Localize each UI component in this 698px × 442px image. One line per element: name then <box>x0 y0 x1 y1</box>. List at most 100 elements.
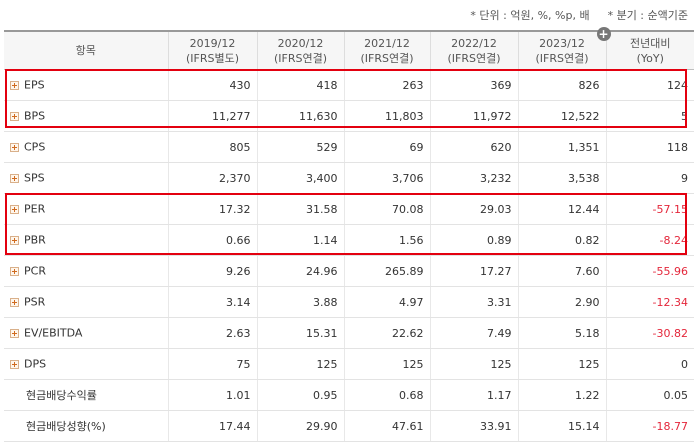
expand-plus-icon[interactable] <box>10 204 19 214</box>
yoy-cell: -8.24 <box>605 224 694 256</box>
value-cell: 125 <box>517 348 606 380</box>
value-cell: 9.26 <box>167 255 257 287</box>
yoy-cell: -30.82 <box>605 317 694 349</box>
row-label-text: DPS <box>24 357 47 371</box>
header-yoy: 전년대비 (YoY) <box>605 30 694 70</box>
value-cell: 11,972 <box>429 100 518 132</box>
row-label-text: PCR <box>24 264 46 278</box>
table-notes: * 단위 : 억원, %, %p, 배 * 분기 : 순액기준 <box>470 0 688 30</box>
value-cell: 4.97 <box>343 286 430 318</box>
value-cell: 0.95 <box>256 379 344 411</box>
value-cell: 125 <box>256 348 344 380</box>
value-cell: 7.49 <box>429 317 518 349</box>
expand-plus-icon[interactable] <box>10 173 19 183</box>
yoy-cell: -12.34 <box>605 286 694 318</box>
expand-plus-icon[interactable] <box>10 142 19 152</box>
value-cell: 5.18 <box>517 317 606 349</box>
yoy-cell: 0.05 <box>605 379 694 411</box>
add-column-icon[interactable]: + <box>596 26 611 41</box>
value-cell: 75 <box>167 348 257 380</box>
row-label[interactable]: DPS <box>4 348 168 380</box>
value-cell: 22.62 <box>343 317 430 349</box>
value-cell: 17.32 <box>167 193 257 225</box>
yoy-cell: -55.96 <box>605 255 694 287</box>
value-cell: 29.03 <box>429 193 518 225</box>
header-2023: 2023/12 (IFRS연결) + <box>517 26 611 70</box>
value-cell: 3.88 <box>256 286 344 318</box>
value-cell: 620 <box>429 131 518 163</box>
value-cell: 369 <box>429 69 518 101</box>
row-label-text: PER <box>24 202 46 216</box>
value-cell: 2.90 <box>517 286 606 318</box>
row-label-text: PSR <box>24 295 46 309</box>
table-row: PBR 0.66 1.14 1.56 0.89 0.82 -8.24 <box>4 224 694 256</box>
value-cell: 263 <box>343 69 430 101</box>
value-cell: 70.08 <box>343 193 430 225</box>
row-label[interactable]: PBR <box>4 224 168 256</box>
value-cell: 47.61 <box>343 410 430 442</box>
table-row: PSR 3.14 3.88 4.97 3.31 2.90 -12.34 <box>4 286 694 318</box>
row-label-text: BPS <box>24 109 46 123</box>
row-label[interactable]: CPS <box>4 131 168 163</box>
header-2020: 2020/12 (IFRS연결) <box>256 30 344 70</box>
row-label[interactable]: EV/EBITDA <box>4 317 168 349</box>
yoy-cell: -18.77 <box>605 410 694 442</box>
value-cell: 2,370 <box>167 162 257 194</box>
expand-plus-icon[interactable] <box>10 80 19 90</box>
value-cell: 69 <box>343 131 430 163</box>
value-cell: 31.58 <box>256 193 344 225</box>
row-label[interactable]: PSR <box>4 286 168 318</box>
yoy-cell: 5 <box>605 100 694 132</box>
expand-plus-icon[interactable] <box>10 111 19 121</box>
expand-plus-icon[interactable] <box>10 235 19 245</box>
value-cell: 265.89 <box>343 255 430 287</box>
table-row: EV/EBITDA 2.63 15.31 22.62 7.49 5.18 -30.82 <box>4 317 694 349</box>
unit-note: * 단위 : 억원, %, %p, 배 <box>470 9 590 22</box>
table-row: BPS 11,277 11,630 11,803 11,972 12,522 5 <box>4 100 694 132</box>
value-cell: 3.31 <box>429 286 518 318</box>
value-cell: 15.31 <box>256 317 344 349</box>
value-cell: 3,706 <box>343 162 430 194</box>
row-label[interactable]: SPS <box>4 162 168 194</box>
value-cell: 7.60 <box>517 255 606 287</box>
value-cell: 11,803 <box>343 100 430 132</box>
value-cell: 0.82 <box>517 224 606 256</box>
yoy-cell: 118 <box>605 131 694 163</box>
row-label-text: PBR <box>24 233 46 247</box>
financial-ratio-table: 항목 2019/12 (IFRS별도) 2020/12 (IFRS연결) 2021/… <box>4 26 694 442</box>
row-label[interactable]: BPS <box>4 100 168 132</box>
value-cell: 11,277 <box>167 100 257 132</box>
value-cell: 1,351 <box>517 131 606 163</box>
table-row: EPS 430 418 263 369 826 124 <box>4 69 694 101</box>
value-cell: 2.63 <box>167 317 257 349</box>
row-label[interactable]: EPS <box>4 69 168 101</box>
yoy-cell: 0 <box>605 348 694 380</box>
row-label-text: SPS <box>24 171 45 185</box>
expand-plus-icon[interactable] <box>10 297 19 307</box>
value-cell: 1.56 <box>343 224 430 256</box>
row-label[interactable]: PCR <box>4 255 168 287</box>
table-row: 현금배당성향(%) 17.44 29.90 47.61 33.91 15.14 -18.77 <box>4 410 694 442</box>
value-cell: 3,400 <box>256 162 344 194</box>
value-cell: 12.44 <box>517 193 606 225</box>
value-cell: 1.01 <box>167 379 257 411</box>
value-cell: 125 <box>343 348 430 380</box>
header-2022: 2022/12 (IFRS연결) <box>429 30 518 70</box>
value-cell: 11,630 <box>256 100 344 132</box>
expand-plus-icon[interactable] <box>10 328 19 338</box>
value-cell: 24.96 <box>256 255 344 287</box>
header-2021: 2021/12 (IFRS연결) <box>343 30 430 70</box>
value-cell: 826 <box>517 69 606 101</box>
value-cell: 3.14 <box>167 286 257 318</box>
table-row: PCR 9.26 24.96 265.89 17.27 7.60 -55.96 <box>4 255 694 287</box>
yoy-cell: 124 <box>605 69 694 101</box>
value-cell: 3,538 <box>517 162 606 194</box>
row-label-text: EV/EBITDA <box>24 326 83 340</box>
table-row: DPS 75 125 125 125 125 0 <box>4 348 694 380</box>
row-label[interactable]: PER <box>4 193 168 225</box>
table-row: SPS 2,370 3,400 3,706 3,232 3,538 9 <box>4 162 694 194</box>
value-cell: 0.68 <box>343 379 430 411</box>
expand-plus-icon[interactable] <box>10 359 19 369</box>
value-cell: 125 <box>429 348 518 380</box>
expand-plus-icon[interactable] <box>10 266 19 276</box>
